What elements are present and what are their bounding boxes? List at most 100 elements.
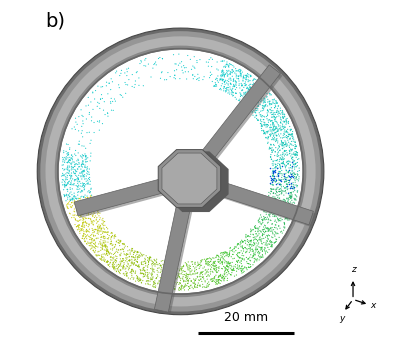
Point	[272, 229, 278, 235]
Point	[277, 201, 283, 206]
Point	[180, 279, 187, 285]
Point	[225, 252, 232, 257]
Point	[194, 274, 201, 280]
Point	[244, 88, 251, 94]
Point	[83, 233, 90, 239]
Point	[283, 162, 290, 168]
Point	[245, 233, 252, 239]
Point	[262, 249, 269, 255]
Point	[278, 167, 285, 173]
Point	[265, 109, 272, 115]
Point	[104, 244, 111, 250]
Point	[278, 117, 285, 123]
Point	[269, 150, 275, 155]
Point	[126, 253, 133, 259]
Point	[79, 159, 86, 165]
Point	[260, 220, 266, 226]
Point	[285, 161, 292, 166]
Point	[281, 224, 288, 230]
Point	[253, 247, 260, 252]
Point	[105, 262, 112, 268]
Point	[171, 75, 177, 81]
Point	[69, 196, 75, 202]
Point	[143, 263, 149, 269]
Point	[180, 262, 187, 268]
Point	[107, 87, 114, 92]
Point	[144, 267, 150, 273]
Point	[98, 226, 104, 231]
Point	[144, 264, 151, 270]
Point	[178, 267, 185, 272]
Point	[118, 92, 125, 98]
Point	[78, 163, 85, 169]
Point	[240, 74, 247, 80]
Point	[74, 207, 80, 213]
Point	[118, 258, 125, 263]
Point	[241, 75, 247, 81]
Point	[255, 117, 262, 123]
Point	[230, 266, 237, 272]
Point	[219, 81, 226, 86]
Point	[275, 138, 281, 144]
Point	[244, 237, 251, 242]
Point	[223, 70, 230, 75]
Point	[281, 178, 288, 184]
Point	[157, 75, 164, 81]
Point	[291, 197, 298, 202]
Point	[281, 129, 288, 135]
Point	[204, 261, 210, 267]
Point	[132, 257, 139, 263]
Point	[115, 267, 121, 273]
Point	[85, 228, 92, 234]
Point	[60, 177, 67, 183]
Point	[282, 198, 288, 203]
Point	[83, 116, 90, 122]
Point	[92, 210, 98, 216]
Point	[74, 175, 81, 181]
Point	[117, 73, 123, 79]
Point	[246, 241, 253, 247]
Point	[106, 233, 112, 238]
Point	[70, 182, 76, 187]
Point	[149, 271, 155, 277]
Point	[129, 72, 135, 77]
Point	[269, 127, 275, 133]
Point	[284, 152, 291, 157]
Point	[240, 85, 247, 90]
Point	[277, 209, 283, 215]
Point	[260, 117, 267, 122]
Point	[286, 147, 293, 153]
Point	[259, 233, 266, 238]
Point	[215, 256, 222, 262]
Point	[246, 250, 253, 255]
Point	[287, 194, 293, 200]
Point	[220, 263, 227, 269]
Point	[105, 236, 112, 242]
Point	[86, 221, 92, 227]
Point	[229, 267, 236, 272]
Point	[254, 238, 261, 244]
Point	[83, 156, 90, 162]
Point	[222, 81, 228, 87]
Point	[267, 226, 273, 232]
Point	[272, 196, 278, 202]
Point	[84, 166, 91, 172]
Point	[110, 260, 117, 266]
Point	[227, 75, 234, 81]
Point	[64, 181, 70, 187]
Point	[98, 252, 105, 258]
Point	[66, 194, 73, 200]
Point	[64, 203, 70, 209]
Point	[258, 245, 265, 250]
Point	[110, 252, 117, 257]
Point	[222, 260, 228, 266]
Point	[160, 278, 166, 284]
Point	[272, 98, 279, 104]
Point	[197, 270, 204, 276]
Point	[242, 92, 249, 98]
Point	[272, 222, 279, 228]
Point	[98, 232, 104, 237]
Point	[207, 267, 214, 272]
Point	[111, 235, 117, 241]
Point	[220, 256, 227, 262]
